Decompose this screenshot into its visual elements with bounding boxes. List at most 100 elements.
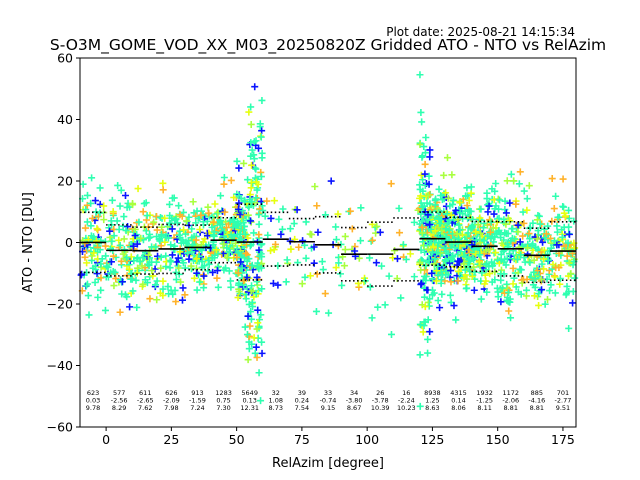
scatter-point: [508, 225, 516, 233]
bin-std-label: 9.78: [86, 404, 100, 412]
scatter-point: [310, 243, 318, 251]
scatter-point: [159, 179, 167, 187]
scatter-point: [491, 249, 499, 257]
scatter-point: [193, 269, 201, 277]
bin-mean-label: 1.25: [425, 397, 439, 405]
bin-mean-label: -2.56: [111, 397, 128, 405]
scatter-point: [119, 250, 127, 258]
scatter-point: [299, 237, 307, 245]
scatter-point: [115, 226, 123, 234]
scatter-point: [432, 195, 440, 203]
scatter-point: [416, 320, 424, 328]
scatter-point: [188, 248, 196, 256]
scatter-point: [263, 197, 271, 205]
scatter-point: [556, 275, 564, 283]
scatter-point: [536, 220, 544, 228]
scatter-point: [434, 296, 442, 304]
scatter-point: [170, 194, 178, 202]
scatter-point: [523, 275, 531, 283]
scatter-point: [208, 213, 216, 221]
scatter-point: [426, 328, 434, 336]
scatter-point: [253, 262, 261, 270]
scatter-point: [247, 103, 255, 111]
scatter-point: [226, 277, 234, 285]
scatter-point: [240, 277, 248, 285]
scatter-point: [395, 204, 403, 212]
scatter-point: [172, 298, 180, 306]
bin-count-label: 623: [87, 389, 99, 397]
scatter-point: [416, 402, 424, 410]
scatter-point: [248, 146, 256, 154]
scatter-point: [204, 203, 212, 211]
scatter-point: [516, 168, 524, 176]
scatter-point: [217, 192, 225, 200]
bin-count-label: 577: [113, 389, 125, 397]
scatter-point: [175, 264, 183, 272]
scatter-point: [538, 275, 546, 283]
scatter-point: [438, 226, 446, 234]
scatter-point: [246, 242, 254, 250]
bin-count-label: 32: [272, 389, 280, 397]
scatter-point: [286, 225, 294, 233]
scatter-point: [159, 285, 167, 293]
scatter-point: [88, 214, 96, 222]
scatter-point: [144, 251, 152, 259]
scatter-point: [157, 253, 165, 261]
scatter-point: [135, 218, 143, 226]
scatter-point: [436, 304, 444, 312]
scatter-point: [346, 207, 354, 215]
scatter-point: [204, 267, 212, 275]
scatter-point: [423, 216, 431, 224]
scatter-point: [491, 233, 499, 241]
scatter-point: [257, 133, 265, 141]
scatter-point: [417, 266, 425, 274]
scatter-point: [559, 202, 567, 210]
scatter-point: [139, 208, 147, 216]
scatter-point: [454, 239, 462, 247]
bin-count-label: 1932: [476, 389, 493, 397]
scatter-point: [541, 300, 549, 308]
scatter-point: [218, 220, 226, 228]
scatter-point: [123, 293, 131, 301]
scatter-point: [442, 215, 450, 223]
scatter-point: [497, 298, 505, 306]
scatter-point: [497, 276, 505, 284]
scatter-point: [257, 173, 265, 181]
scatter-point: [244, 211, 252, 219]
scatter-point: [565, 230, 573, 238]
scatter-point: [91, 279, 99, 287]
scatter-point: [255, 231, 263, 239]
scatter-point: [325, 309, 333, 317]
scatter-point: [234, 281, 242, 289]
scatter-point: [148, 267, 156, 275]
scatter-point: [240, 159, 248, 167]
scatter-point: [167, 220, 175, 228]
scatter-point: [410, 218, 418, 226]
scatter-point: [302, 218, 310, 226]
scatter-point: [234, 294, 242, 302]
scatter-point: [422, 272, 430, 280]
scatter-point: [494, 195, 502, 203]
scatter-point: [393, 255, 401, 263]
scatter-point: [257, 397, 265, 405]
scatter-point: [179, 284, 187, 292]
scatter-point: [553, 228, 561, 236]
scatter-point: [450, 302, 458, 310]
scatter-point: [211, 244, 219, 252]
scatter-point: [424, 191, 432, 199]
scatter-point: [429, 243, 437, 251]
scatter-point: [552, 192, 560, 200]
scatter-point: [445, 226, 453, 234]
scatter-point: [474, 221, 482, 229]
scatter-point: [519, 232, 527, 240]
y-tick-label: 60: [57, 51, 73, 66]
scatter-point: [416, 185, 424, 193]
scatter-point: [134, 185, 142, 193]
scatter-point: [118, 290, 126, 298]
bin-mean-label: -2.24: [398, 397, 415, 405]
scatter-point: [108, 196, 116, 204]
scatter-point: [118, 278, 126, 286]
scatter-point: [133, 240, 141, 248]
scatter-point: [514, 221, 522, 229]
scatter-point: [122, 226, 130, 234]
